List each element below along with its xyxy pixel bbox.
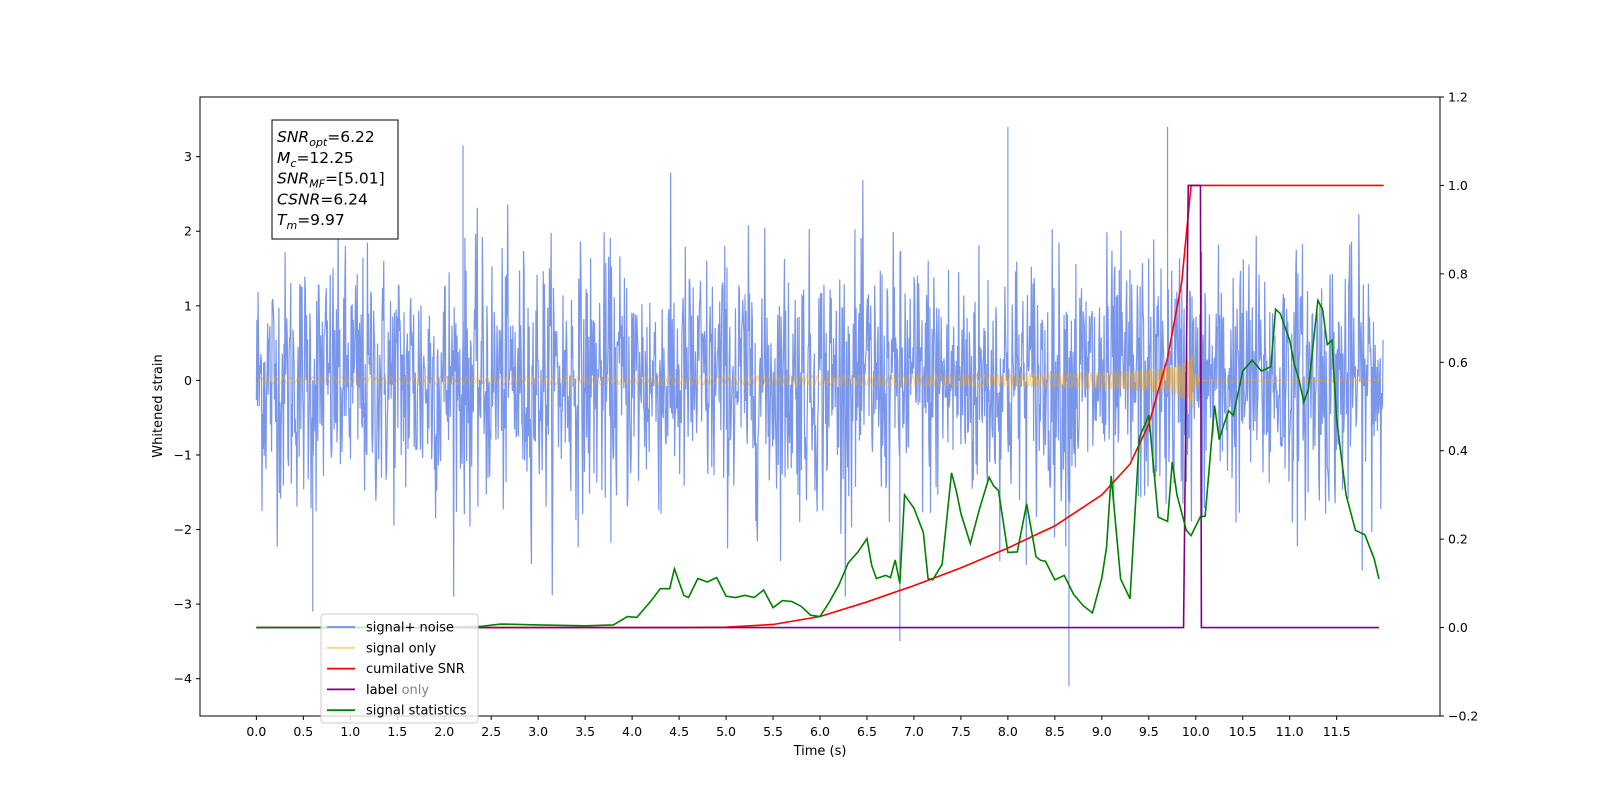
x-tick-label: 10.0	[1182, 724, 1210, 739]
y-axis-label-left: Whitened strain	[151, 354, 166, 457]
y-right-tick-label: 0.8	[1448, 266, 1468, 281]
y-left-tick-label: −3	[174, 597, 192, 612]
axes: 0.0 0.5 1.0 1.5 2.0 2.5 3.0 3.5 4.0 4.5 5.0 5.5 6.0 6…	[174, 90, 1479, 740]
y-right-tick-label: 0.6	[1448, 355, 1468, 370]
legend-label: signal only	[366, 641, 436, 656]
y-right-tick-label: −0.2	[1448, 709, 1478, 724]
x-tick-label: 8.0	[998, 724, 1018, 739]
x-tick-label: 11.0	[1276, 724, 1304, 739]
annotation-line: Tm=9.97	[277, 211, 345, 232]
cumulative-snr-line	[256, 184, 1384, 629]
y-left-tick-label: 1	[184, 298, 192, 313]
y-right-tick-label: 1.0	[1448, 178, 1468, 193]
x-tick-label: 5.0	[716, 724, 736, 739]
x-tick-label: 8.5	[1045, 724, 1065, 739]
y-left-tick-label: 0	[184, 373, 192, 388]
y-right-tick-label: 0.0	[1448, 620, 1468, 635]
legend-label: label	[366, 683, 397, 698]
annotation-line: SNRMF=[5.01]	[277, 170, 385, 191]
label-line	[256, 184, 1379, 629]
y-left-tick-label: 2	[184, 224, 192, 239]
y-right-tick-label: 0.4	[1448, 443, 1468, 458]
x-tick-label: 10.5	[1229, 724, 1257, 739]
y-left-tick-label: −2	[174, 522, 192, 537]
legend-label: signal+ noise	[366, 621, 454, 636]
y-left-tick-label: −1	[174, 447, 192, 462]
x-tick-label: 7.0	[904, 724, 924, 739]
x-tick-label: 0.0	[246, 724, 266, 739]
legend-frame	[320, 613, 479, 724]
legend-label: signal statistics	[366, 704, 467, 719]
y-left-tick-label: −4	[174, 671, 192, 686]
x-tick-label: 4.0	[622, 724, 642, 739]
x-tick-label: 2.5	[481, 724, 501, 739]
y-right-tick-label: 0.2	[1448, 532, 1468, 547]
x-tick-label: 9.5	[1139, 724, 1159, 739]
x-tick-label: 3.0	[528, 724, 548, 739]
x-tick-label: 2.0	[434, 724, 454, 739]
x-tick-label: 0.5	[293, 724, 313, 739]
stats-annotation-box: SNRopt=6.22Mc=12.25SNRMF=[5.01]CSNR=6.24…	[271, 119, 399, 240]
x-tick-label: 3.5	[575, 724, 595, 739]
x-tick-label: 11.5	[1323, 724, 1351, 739]
y-right-tick-label: 1.2	[1448, 90, 1468, 105]
legend: signal+ noise signal only cumilative SNR la…	[320, 613, 479, 724]
x-axis-label: Time (s)	[793, 744, 847, 759]
signal-statistics-line	[256, 297, 1380, 629]
legend-label-hidden: label only	[366, 683, 429, 698]
annotation-line: Mc=12.25	[277, 149, 354, 170]
x-tick-label: 6.0	[810, 724, 830, 739]
plot-area	[255, 126, 1384, 687]
legend-label: cumilative SNR	[366, 662, 465, 677]
x-tick-label: 7.5	[951, 724, 971, 739]
annotation-line: CSNR=6.24	[277, 190, 368, 208]
x-tick-label: 6.5	[857, 724, 877, 739]
x-tick-label: 1.5	[387, 724, 407, 739]
annotation-line: SNRopt=6.22	[277, 128, 375, 149]
x-tick-label: 5.5	[763, 724, 783, 739]
x-tick-label: 9.0	[1092, 724, 1112, 739]
annotation-box-frame	[271, 119, 399, 240]
x-tick-label: 4.5	[669, 724, 689, 739]
x-tick-label: 1.0	[340, 724, 360, 739]
signal-only-line	[255, 354, 1384, 409]
y-left-tick-label: 3	[184, 149, 192, 164]
signal-plus-noise-line	[255, 126, 1384, 687]
